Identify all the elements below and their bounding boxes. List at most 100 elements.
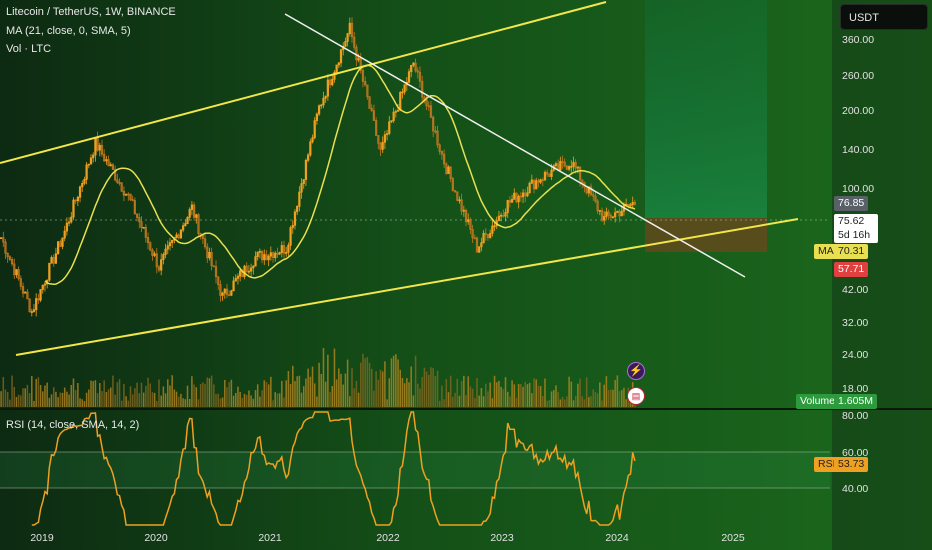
volume-bar bbox=[20, 395, 22, 407]
chart-title[interactable]: Litecoin / TetherUS, 1W, BINANCE bbox=[6, 6, 176, 18]
candle-body bbox=[631, 202, 634, 206]
volume-bar bbox=[331, 386, 334, 407]
volume-bar bbox=[425, 371, 428, 407]
candle-body bbox=[440, 151, 444, 155]
volume-bar bbox=[151, 392, 154, 407]
candle-body bbox=[462, 209, 465, 212]
candle-body bbox=[155, 253, 158, 268]
volume-bar bbox=[123, 383, 125, 407]
candle-body bbox=[576, 166, 580, 169]
candle-body bbox=[627, 203, 630, 207]
volume-bar bbox=[427, 374, 430, 407]
volume-bar bbox=[406, 378, 408, 407]
upper-channel-line[interactable] bbox=[0, 1, 607, 164]
volume-bar bbox=[26, 384, 29, 407]
candle-body bbox=[304, 160, 308, 180]
candle-body bbox=[328, 79, 332, 86]
volume-bar bbox=[377, 379, 380, 407]
volume-bar bbox=[48, 397, 51, 407]
volume-bar bbox=[173, 389, 176, 407]
volume-bar bbox=[125, 396, 127, 407]
volume-bar bbox=[234, 392, 237, 407]
candle-body bbox=[114, 169, 117, 181]
volume-bar bbox=[243, 393, 246, 407]
volume-bar bbox=[307, 368, 309, 407]
candle-body bbox=[116, 179, 119, 183]
lower-channel-line[interactable] bbox=[15, 218, 799, 356]
volume-bar bbox=[524, 381, 527, 407]
rsi-tick: 40.00 bbox=[842, 483, 869, 495]
candle-body bbox=[208, 252, 211, 259]
volume-bar bbox=[417, 383, 419, 407]
candle-body bbox=[414, 62, 417, 72]
resistance-line[interactable] bbox=[284, 13, 746, 278]
candle-body bbox=[550, 169, 553, 177]
volume-bar bbox=[594, 392, 597, 407]
volume-bar bbox=[79, 398, 81, 407]
volume-bar bbox=[493, 375, 496, 407]
volume-bar bbox=[156, 400, 158, 407]
rsi-legend[interactable]: RSI (14, close, SMA, 14, 2) bbox=[6, 419, 140, 431]
volume-bar bbox=[138, 393, 141, 407]
candle-body bbox=[142, 226, 145, 229]
candle-body bbox=[129, 193, 132, 200]
volume-bar bbox=[241, 397, 244, 407]
us-flag-icon[interactable]: ▤ bbox=[627, 387, 645, 405]
volume-bar bbox=[149, 383, 151, 407]
volume-bar bbox=[362, 353, 364, 407]
candle-body bbox=[48, 262, 51, 281]
candle-body bbox=[184, 223, 187, 226]
candle-body bbox=[131, 199, 134, 201]
lightning-icon[interactable]: ⚡ bbox=[627, 362, 645, 380]
candle-body bbox=[374, 120, 378, 136]
candle-body bbox=[263, 254, 266, 261]
volume-bar bbox=[83, 400, 86, 407]
ma-badge-label: MA bbox=[814, 244, 838, 259]
candle-body bbox=[315, 113, 319, 121]
candle-body bbox=[603, 216, 606, 221]
volume-legend[interactable]: Vol · LTC bbox=[6, 43, 52, 55]
volume-bar bbox=[136, 382, 138, 407]
candle-body bbox=[434, 130, 437, 133]
candle-body bbox=[219, 284, 222, 296]
candle-body bbox=[265, 254, 268, 261]
target-zone[interactable] bbox=[645, 0, 767, 218]
volume-bar bbox=[99, 383, 101, 407]
volume-bar bbox=[603, 384, 605, 407]
candle-body bbox=[421, 80, 424, 98]
volume-bar bbox=[61, 392, 64, 407]
volume-bar bbox=[520, 383, 522, 407]
volume-bar bbox=[357, 392, 360, 407]
volume-bar bbox=[474, 398, 476, 407]
volume-bar bbox=[171, 375, 173, 407]
candle-body bbox=[589, 186, 593, 195]
candle-body bbox=[54, 253, 58, 264]
target-price-badge: 76.85 bbox=[834, 196, 869, 211]
volume-bar bbox=[614, 380, 616, 407]
volume-bar bbox=[596, 393, 599, 407]
currency-selector[interactable]: USDT bbox=[840, 4, 928, 30]
volume-bar bbox=[476, 378, 478, 407]
volume-bar bbox=[344, 373, 347, 407]
candle-body bbox=[475, 237, 479, 253]
price-tick: 140.00 bbox=[842, 144, 875, 156]
volume-bar bbox=[180, 393, 182, 407]
candle-body bbox=[633, 202, 637, 205]
candle-body bbox=[497, 215, 501, 222]
volume-bar bbox=[294, 381, 296, 407]
volume-bar bbox=[506, 391, 509, 407]
volume-bar bbox=[237, 386, 239, 407]
volume-bar bbox=[283, 397, 285, 407]
candle-body bbox=[8, 256, 11, 260]
volume-bar bbox=[542, 395, 544, 407]
volume-bar bbox=[41, 391, 44, 407]
volume-bar bbox=[452, 396, 454, 407]
ma-legend[interactable]: MA (21, close, 0, SMA, 5) bbox=[6, 25, 131, 37]
candle-body bbox=[76, 196, 79, 202]
volume-bar bbox=[153, 392, 156, 407]
volume-bar bbox=[35, 378, 37, 407]
volume-bar bbox=[456, 378, 459, 407]
volume-bar bbox=[388, 378, 391, 407]
candle-body bbox=[276, 252, 279, 255]
